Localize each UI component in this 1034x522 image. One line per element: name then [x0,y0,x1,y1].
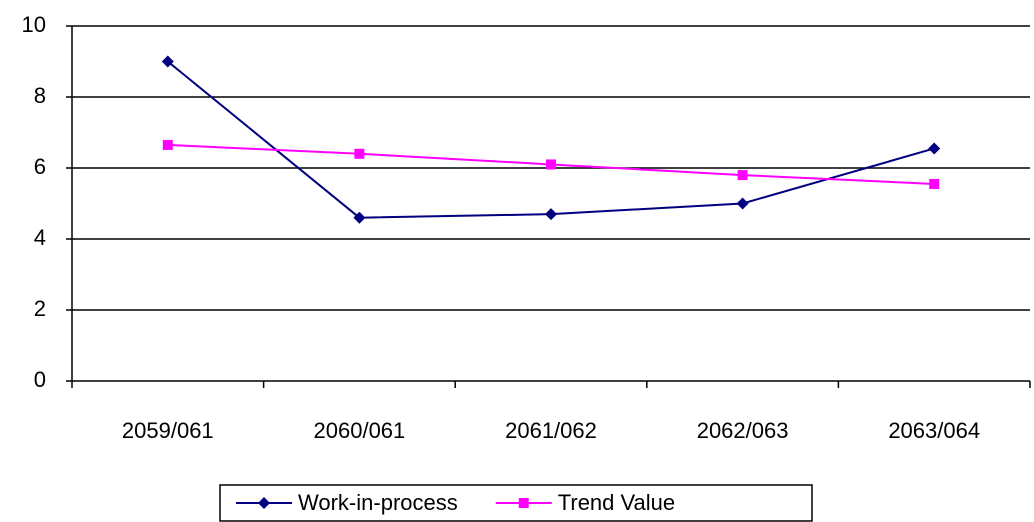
point [736,197,749,210]
x-tick-label: 2060/061 [314,418,406,443]
point [162,139,173,150]
x-tick-label: 2061/062 [505,418,597,443]
y-tick-label: 0 [34,367,46,392]
x-tick-label: 2062/063 [697,418,789,443]
legend-label: Trend Value [558,490,675,515]
legend-label: Work-in-process [298,490,458,515]
point [546,159,556,170]
y-tick-label: 6 [34,154,46,179]
point [928,142,941,155]
y-tick-label: 2 [34,296,46,321]
point [354,148,365,159]
point [353,211,366,224]
legend-marker [518,498,529,508]
x-tick-label: 2059/061 [122,418,214,443]
point [929,178,940,189]
x-tick-label: 2063/064 [888,418,980,443]
y-tick-label: 8 [34,83,46,108]
y-tick-label: 4 [34,225,46,250]
point [737,170,748,181]
y-tick-label: 10 [22,12,46,37]
point [545,208,557,221]
legend-marker [258,497,270,509]
series-line [167,60,935,219]
point [161,55,174,68]
